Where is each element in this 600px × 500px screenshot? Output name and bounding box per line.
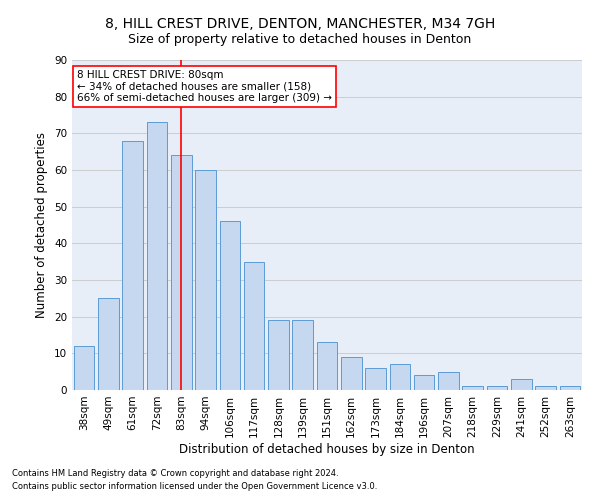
- Bar: [487, 386, 508, 390]
- Bar: [341, 357, 362, 390]
- Bar: [244, 262, 265, 390]
- Bar: [195, 170, 216, 390]
- Bar: [171, 156, 191, 390]
- Bar: [511, 379, 532, 390]
- Bar: [389, 364, 410, 390]
- Bar: [146, 122, 167, 390]
- X-axis label: Distribution of detached houses by size in Denton: Distribution of detached houses by size …: [179, 442, 475, 456]
- Text: 8 HILL CREST DRIVE: 80sqm
← 34% of detached houses are smaller (158)
66% of semi: 8 HILL CREST DRIVE: 80sqm ← 34% of detac…: [77, 70, 332, 103]
- Bar: [560, 386, 580, 390]
- Y-axis label: Number of detached properties: Number of detached properties: [35, 132, 49, 318]
- Bar: [122, 140, 143, 390]
- Text: Contains public sector information licensed under the Open Government Licence v3: Contains public sector information licen…: [12, 482, 377, 491]
- Bar: [463, 386, 483, 390]
- Bar: [414, 376, 434, 390]
- Text: 8, HILL CREST DRIVE, DENTON, MANCHESTER, M34 7GH: 8, HILL CREST DRIVE, DENTON, MANCHESTER,…: [105, 18, 495, 32]
- Bar: [438, 372, 459, 390]
- Bar: [268, 320, 289, 390]
- Bar: [317, 342, 337, 390]
- Bar: [535, 386, 556, 390]
- Text: Contains HM Land Registry data © Crown copyright and database right 2024.: Contains HM Land Registry data © Crown c…: [12, 468, 338, 477]
- Bar: [74, 346, 94, 390]
- Text: Size of property relative to detached houses in Denton: Size of property relative to detached ho…: [128, 32, 472, 46]
- Bar: [365, 368, 386, 390]
- Bar: [98, 298, 119, 390]
- Bar: [220, 222, 240, 390]
- Bar: [292, 320, 313, 390]
